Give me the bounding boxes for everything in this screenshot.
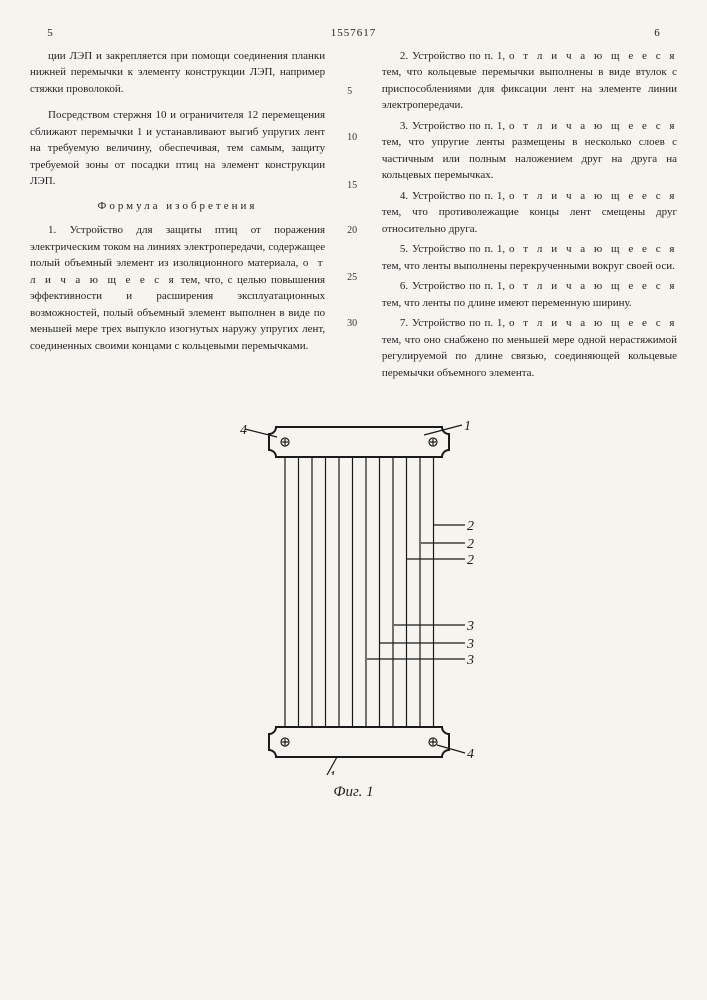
left-column: ции ЛЭП и закрепляется при помощи соедин… [30, 48, 325, 386]
claim-text: 2. Устройство по п. 1, [400, 50, 509, 62]
formula-heading: Формула изобретения [30, 198, 325, 215]
claim-text: тем, что кольцевые перемычки выполнены в… [382, 66, 677, 111]
claim-text: тем, что оно снабжено по меньшей мере од… [382, 334, 677, 379]
svg-text:2: 2 [467, 537, 474, 552]
claim-distinguishing: о т л и ч а ю щ е е с я [509, 280, 677, 292]
claim-distinguishing: о т л и ч а ю щ е е с я [509, 243, 677, 255]
claim-text: 1. Устройство для защиты птиц от поражен… [30, 224, 325, 269]
figure-svg: 1222333441 [219, 405, 489, 775]
svg-text:4: 4 [240, 423, 247, 438]
line-marker: 20 [347, 223, 357, 238]
claim-distinguishing: о т л и ч а ю щ е е с я [509, 190, 677, 202]
svg-text:1: 1 [329, 769, 336, 775]
claim-2: 2. Устройство по п. 1, о т л и ч а ю щ е… [382, 48, 677, 114]
claim-4: 4. Устройство по п. 1, о т л и ч а ю щ е… [382, 188, 677, 238]
claim-distinguishing: о т л и ч а ю щ е е с я [509, 50, 677, 62]
claim-distinguishing: о т л и ч а ю щ е е с я [509, 120, 677, 132]
paragraph: ции ЛЭП и закрепляется при помощи соедин… [30, 48, 325, 98]
line-marker: 15 [347, 178, 357, 193]
claim-5: 5. Устройство по п. 1, о т л и ч а ю щ е… [382, 241, 677, 274]
claim-distinguishing: о т л и ч а ю щ е е с я [509, 317, 677, 329]
svg-text:2: 2 [467, 553, 474, 568]
patent-number: 1557617 [70, 25, 637, 42]
svg-text:2: 2 [467, 519, 474, 534]
figure-caption: Фиг. 1 [30, 781, 677, 804]
line-marker: 5 [347, 84, 352, 99]
text-columns: ции ЛЭП и закрепляется при помощи соедин… [30, 48, 677, 386]
figure-1: 1222333441 Фиг. 1 [30, 405, 677, 804]
svg-text:3: 3 [466, 619, 474, 634]
claim-text: 3. Устройство по п. 1, [400, 120, 509, 132]
line-marker: 30 [347, 316, 357, 331]
claim-text: 7. Устройство по п. 1, [400, 317, 509, 329]
claim-text: 6. Устройство по п. 1, [400, 280, 509, 292]
claim-1: 1. Устройство для защиты птиц от поражен… [30, 222, 325, 354]
claim-7: 7. Устройство по п. 1, о т л и ч а ю щ е… [382, 315, 677, 381]
claim-text: тем, что ленты по длине имеют переменную… [382, 297, 632, 309]
paragraph: Посредством стержня 10 и ограничителя 12… [30, 107, 325, 190]
svg-text:4: 4 [467, 747, 474, 762]
right-column: 2. Устройство по п. 1, о т л и ч а ю щ е… [382, 48, 677, 386]
line-marker: 10 [347, 130, 357, 145]
claim-text: тем, что ленты выполнены перекрученными … [382, 260, 675, 272]
claim-text: 4. Устройство по п. 1, [400, 190, 509, 202]
left-column-number: 5 [30, 25, 70, 42]
svg-text:3: 3 [466, 637, 474, 652]
claim-6: 6. Устройство по п. 1, о т л и ч а ю щ е… [382, 278, 677, 311]
claim-text: тем, что противолежащие концы лент смеще… [382, 206, 677, 235]
line-marker: 25 [347, 270, 357, 285]
line-number-gutter: 5 10 15 20 25 30 [347, 48, 360, 386]
claim-text: 5. Устройство по п. 1, [400, 243, 509, 255]
right-column-number: 6 [637, 25, 677, 42]
claim-3: 3. Устройство по п. 1, о т л и ч а ю щ е… [382, 118, 677, 184]
page-header: 5 1557617 6 [30, 25, 677, 42]
svg-text:1: 1 [464, 419, 471, 434]
claim-text: тем, что упругие ленты размещены в неско… [382, 136, 677, 181]
svg-text:3: 3 [466, 653, 474, 668]
